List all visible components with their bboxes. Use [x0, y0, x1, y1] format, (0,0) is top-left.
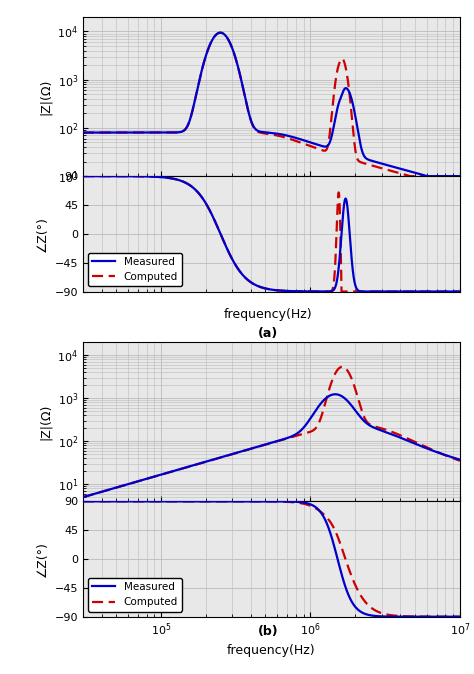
- Measured: [449, 613, 455, 621]
- Computed: [241, 497, 246, 506]
- Legend: Measured, Computed: Measured, Computed: [88, 578, 182, 611]
- Measured: [80, 172, 86, 180]
- Y-axis label: ∠Z(°): ∠Z(°): [36, 541, 49, 577]
- Measured: [241, 497, 246, 506]
- Computed: [457, 613, 463, 621]
- Computed: [225, 497, 230, 506]
- Measured: [457, 613, 463, 621]
- Line: Computed: Computed: [83, 176, 460, 292]
- Computed: [339, 288, 345, 296]
- Computed: [123, 172, 129, 180]
- Computed: [449, 613, 455, 621]
- Measured: [409, 613, 415, 621]
- Measured: [409, 287, 415, 295]
- Measured: [146, 497, 151, 506]
- Text: (b): (b): [257, 625, 278, 638]
- Y-axis label: |Z|(Ω): |Z|(Ω): [39, 404, 52, 440]
- Computed: [457, 287, 463, 295]
- Computed: [409, 287, 415, 295]
- Measured: [225, 497, 230, 506]
- Line: Measured: Measured: [83, 176, 460, 291]
- Measured: [123, 497, 129, 506]
- Y-axis label: ∠Z(°): ∠Z(°): [36, 216, 49, 252]
- Measured: [449, 287, 455, 295]
- Computed: [225, 245, 230, 253]
- Text: (a): (a): [258, 327, 278, 340]
- Measured: [80, 497, 86, 506]
- Measured: [225, 245, 230, 253]
- Computed: [241, 272, 246, 280]
- Computed: [123, 497, 129, 506]
- Computed: [146, 497, 151, 506]
- Legend: Measured, Computed: Measured, Computed: [88, 253, 182, 286]
- Measured: [241, 272, 246, 280]
- Y-axis label: |Z|(Ω): |Z|(Ω): [39, 78, 52, 115]
- Line: Measured: Measured: [83, 501, 460, 617]
- Computed: [80, 172, 86, 180]
- Measured: [457, 287, 463, 295]
- Computed: [146, 173, 151, 181]
- Text: frequency(Hz): frequency(Hz): [224, 309, 312, 321]
- Computed: [80, 497, 86, 506]
- Computed: [409, 613, 415, 621]
- Measured: [123, 172, 129, 180]
- X-axis label: frequency(Hz): frequency(Hz): [227, 644, 316, 656]
- Line: Computed: Computed: [83, 501, 460, 617]
- Measured: [146, 173, 151, 181]
- Computed: [450, 287, 456, 295]
